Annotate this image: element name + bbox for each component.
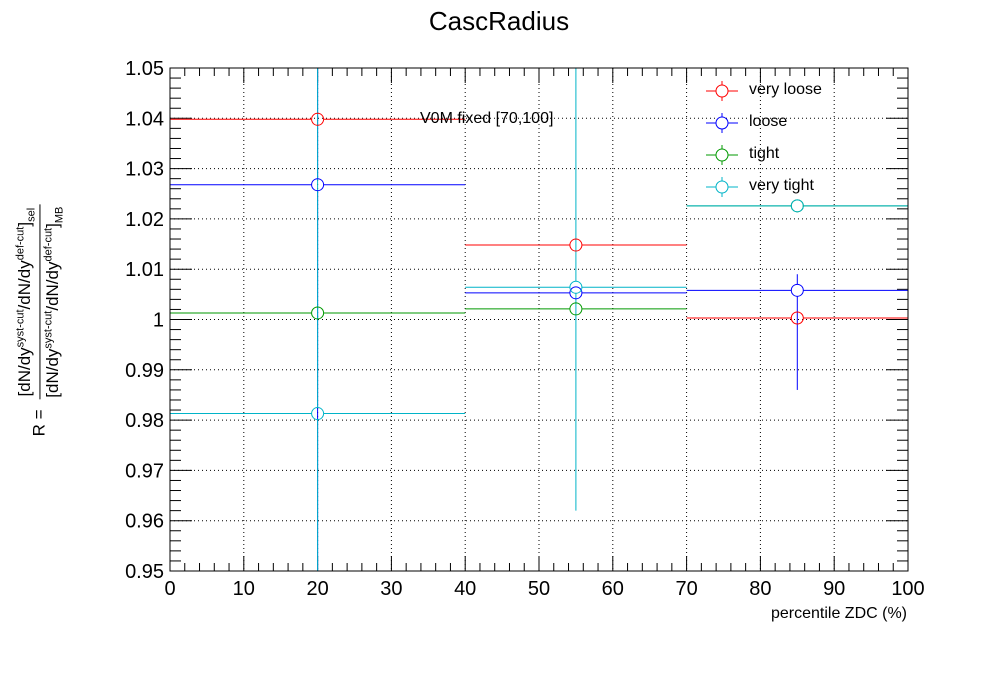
legend-label: very loose — [749, 81, 822, 98]
x-tick-label: 20 — [306, 578, 328, 600]
y-axis-label: R = [dN/dysyst-cut/dN/dydef-cut]sel [dN/… — [14, 204, 66, 437]
legend-marker-tight — [706, 145, 738, 165]
x-tick-label: 90 — [823, 578, 845, 600]
chart-title: CascRadius — [428, 6, 570, 36]
y-tick-label: 1.01 — [125, 259, 164, 281]
den-part: [dN/dy — [43, 348, 63, 398]
legend-label: very tight — [749, 177, 814, 194]
series-very-loose — [170, 118, 908, 319]
x-tick-label: 80 — [749, 578, 771, 600]
x-tick-label: 10 — [233, 578, 255, 600]
y-axis-label-prefix: R = — [29, 404, 49, 437]
y-tick-label: 1.05 — [125, 58, 164, 80]
y-tick-label: 0.99 — [125, 360, 164, 382]
legend-label: tight — [749, 145, 780, 162]
data-point-loose — [311, 178, 325, 192]
data-point-loose — [790, 283, 804, 297]
data-point-tight — [569, 302, 583, 316]
y-axis-label-fraction: [dN/dysyst-cut/dN/dydef-cut]sel [dN/dysy… — [14, 204, 66, 401]
legend-marker-loose — [706, 113, 738, 133]
num-part: /dN/dy — [15, 260, 35, 310]
x-tick-label: 0 — [164, 578, 175, 600]
y-axis-label-numerator: [dN/dysyst-cut/dN/dydef-cut]sel — [14, 204, 41, 400]
x-axis-label: percentile ZDC (%) — [770, 605, 907, 622]
y-tick-label: 1.02 — [125, 209, 164, 231]
y-tick-label: 1.04 — [125, 108, 164, 130]
data-point-loose — [569, 286, 583, 300]
data-point-very-tight — [569, 280, 583, 294]
legend-item-very-loose: very loose — [700, 75, 900, 107]
y-tick-label: 0.95 — [125, 561, 164, 583]
annotation-v0m: V0M fixed [70,100] — [420, 110, 554, 127]
x-tick-label: 60 — [602, 578, 624, 600]
num-bracket: ] — [15, 221, 35, 227]
den-part: /dN/dy — [43, 261, 63, 311]
den-sup-syst: syst-cut — [42, 310, 55, 349]
legend-label: loose — [749, 113, 788, 130]
y-tick-label: 1 — [153, 310, 164, 332]
num-sup-def: def-cut — [14, 226, 27, 261]
x-tick-label: 100 — [891, 578, 924, 600]
y-axis-label-denominator: [dN/dysyst-cut/dN/dydef-cut]MB — [41, 204, 66, 401]
legend-item-tight: tight — [700, 139, 900, 171]
data-point-very-loose — [790, 311, 804, 325]
den-sub-mb: MB — [53, 206, 66, 224]
data-point-tight — [311, 306, 325, 320]
num-sup-syst: syst-cut — [14, 309, 27, 348]
x-tick-label: 30 — [380, 578, 402, 600]
y-tick-label: 0.98 — [125, 410, 164, 432]
den-bracket: ] — [43, 223, 63, 228]
x-tick-label: 50 — [528, 578, 550, 600]
y-tick-label: 0.97 — [125, 460, 164, 482]
data-point-very-tight — [311, 407, 325, 421]
y-tick-label: 1.03 — [125, 159, 164, 181]
num-sub-sel: sel — [25, 207, 38, 222]
legend-marker-very-loose — [706, 81, 738, 101]
legend-item-loose: loose — [700, 107, 900, 139]
y-tick-label: 0.96 — [125, 511, 164, 533]
legend: very loose loose tight very tight — [700, 75, 900, 203]
data-point-very-loose — [311, 112, 325, 126]
den-sup-def: def-cut — [42, 227, 55, 262]
num-part: [dN/dy — [15, 347, 35, 397]
legend-item-very-tight: very tight — [700, 171, 900, 203]
data-point-very-loose — [569, 238, 583, 252]
x-tick-label: 70 — [675, 578, 697, 600]
data-point-very-tight — [790, 199, 804, 213]
x-tick-label: 40 — [454, 578, 476, 600]
legend-marker-very-tight — [706, 177, 738, 197]
series-very-tight — [170, 68, 908, 571]
plot-frame — [169, 67, 909, 572]
